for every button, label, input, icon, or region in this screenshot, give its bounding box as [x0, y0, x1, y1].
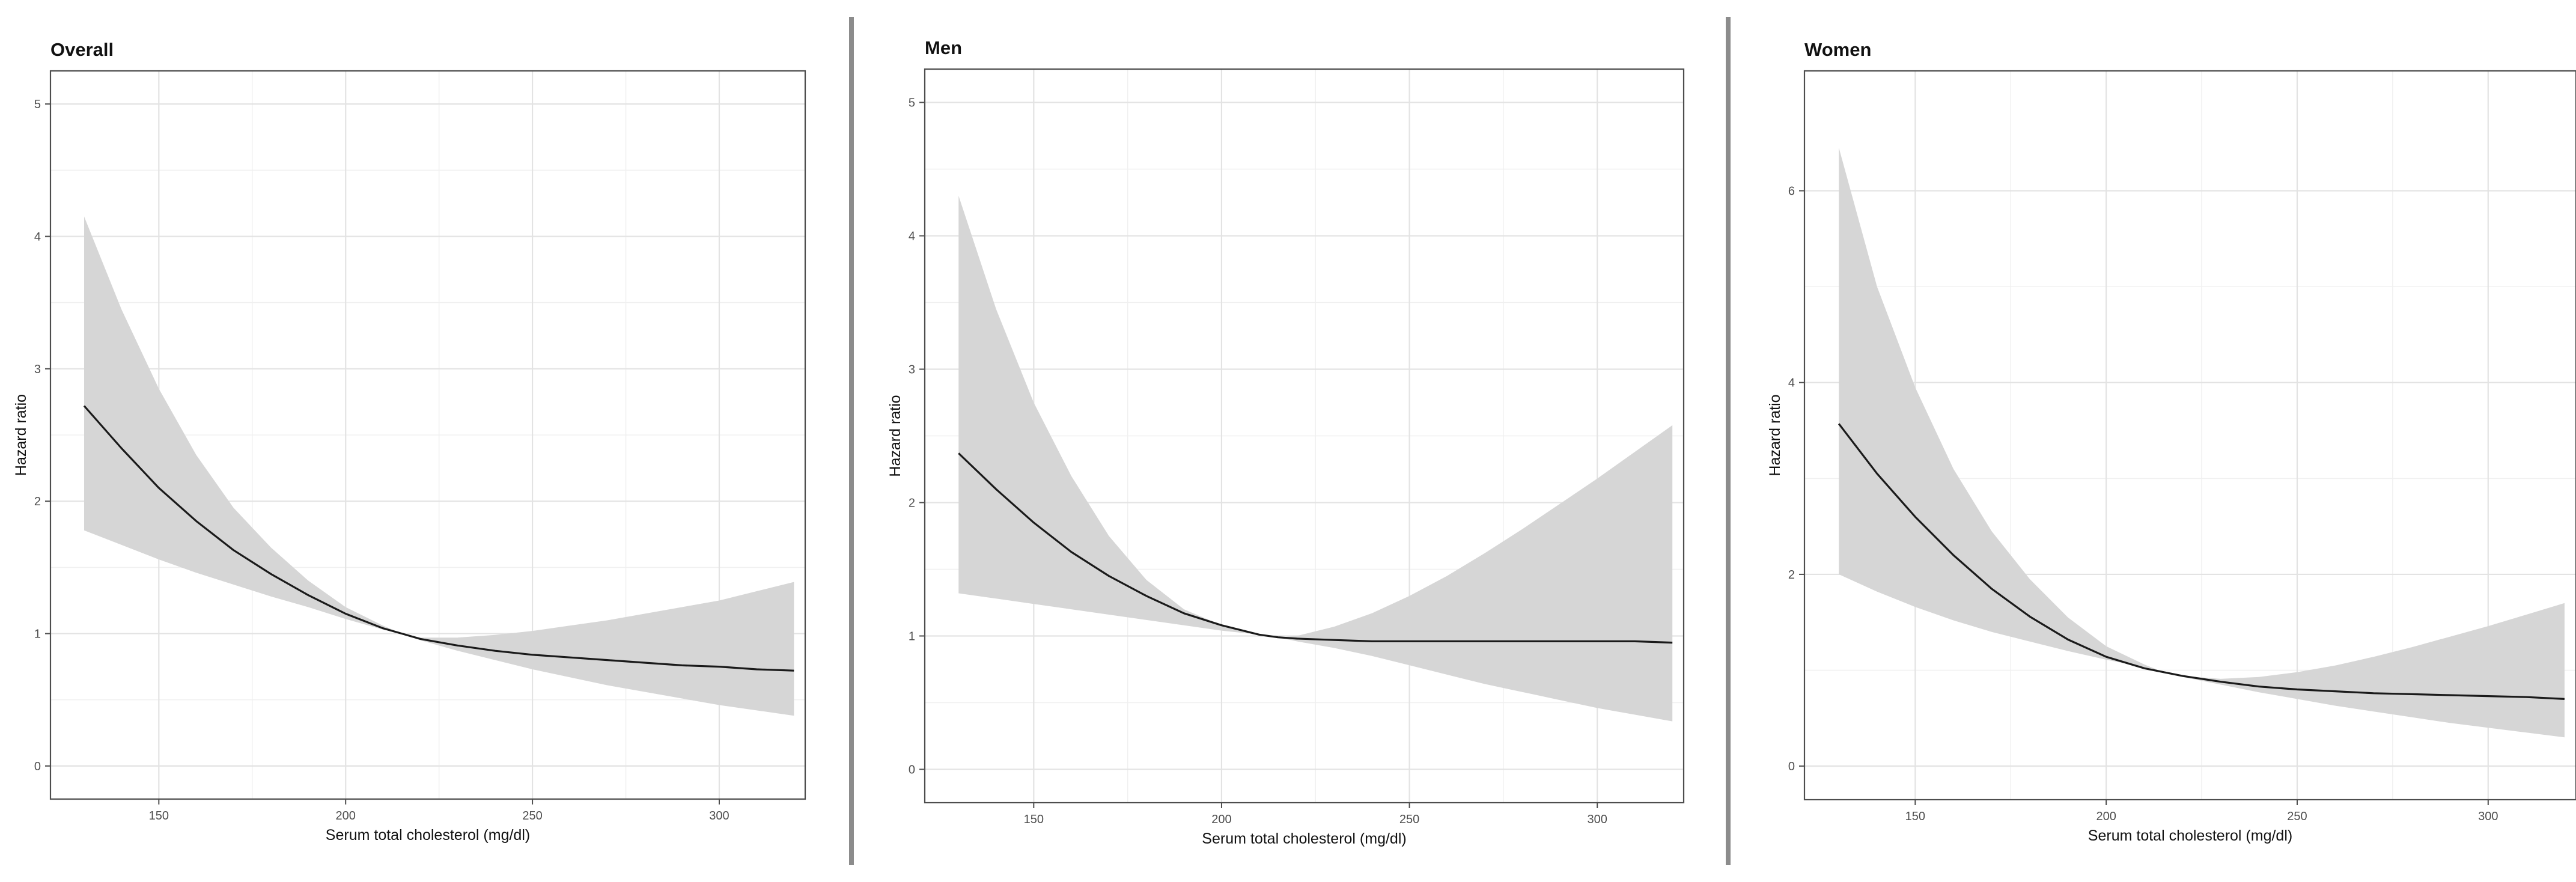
confidence-band: [84, 216, 794, 716]
y-tick-label: 5: [909, 97, 915, 110]
panel-overall: 150 200 250 300 0 1 2 3 4 5 Overall Serum total cho…: [0, 0, 841, 882]
plot-border: [1803, 70, 2576, 801]
y-tick-label: 0: [1788, 760, 1795, 773]
y-tick-label: 1: [34, 628, 41, 641]
x-tick-label: 200: [2096, 810, 2116, 823]
x-axis-label: Serum total cholesterol (mg/dl): [326, 827, 530, 844]
panel-title: Overall: [50, 39, 114, 60]
hazard-ratio-line: [83, 405, 794, 672]
y-axis-label: Hazard ratio: [1767, 394, 1783, 476]
hazard-ratio-line: [1838, 423, 2565, 700]
y-tick-label: 0: [909, 764, 915, 777]
y-tick-label: 4: [909, 230, 915, 243]
y-tick-label: 1: [909, 630, 915, 643]
plot-border: [49, 70, 806, 800]
panel-divider: [849, 17, 854, 865]
panel-women: 150 200 250 300 0 2 4 6 Women Serum total cholest…: [1755, 0, 2576, 882]
panel-divider: [1726, 17, 1731, 865]
y-tick-label: 2: [34, 495, 41, 508]
chart-svg: 150 200 250 300 0 2 4 6 Women Serum total cholest…: [1767, 39, 2576, 844]
x-tick-label: 150: [1024, 813, 1044, 826]
gridlines: [50, 71, 805, 799]
x-axis-label: Serum total cholesterol (mg/dl): [2088, 827, 2292, 844]
chart-svg: 150 200 250 300 0 1 2 3 4 5 Men Serum total cholest…: [887, 37, 1685, 847]
x-tick-label: 300: [1588, 813, 1607, 826]
y-tick-label: 3: [909, 363, 915, 377]
x-tick-label: 250: [522, 809, 542, 823]
x-axis-label: Serum total cholesterol (mg/dl): [1202, 830, 1406, 847]
y-tick-label: 6: [1788, 185, 1795, 198]
y-tick-label: 2: [1788, 568, 1795, 582]
x-tick-label: 150: [1905, 810, 1925, 823]
plot-border: [924, 68, 1685, 804]
y-axis-label: Hazard ratio: [887, 395, 904, 476]
y-tick-label: 2: [909, 497, 915, 510]
y-tick-label: 5: [34, 98, 41, 111]
y-tick-label: 0: [34, 760, 41, 773]
panel-men: 150 200 250 300 0 1 2 3 4 5 Men Serum total cholest…: [874, 0, 1716, 882]
x-tick-label: 250: [1399, 813, 1419, 826]
y-axis-label: Hazard ratio: [13, 394, 29, 476]
panel-title: Women: [1804, 39, 1871, 60]
panel-title: Men: [925, 37, 962, 58]
hazard-ratio-line: [958, 452, 1673, 644]
x-tick-label: 200: [1211, 813, 1231, 826]
x-tick-label: 250: [2287, 810, 2307, 823]
y-tick-label: 4: [34, 230, 41, 243]
confidence-band: [1839, 147, 2565, 738]
y-tick-label: 4: [1788, 377, 1795, 390]
x-tick-label: 300: [709, 809, 729, 823]
x-tick-label: 200: [336, 809, 356, 823]
x-tick-label: 300: [2478, 810, 2498, 823]
chart-svg: 150 200 250 300 0 1 2 3 4 5 Overall Serum total cho…: [13, 39, 806, 844]
x-tick-label: 150: [149, 809, 169, 823]
y-tick-label: 3: [34, 363, 41, 376]
